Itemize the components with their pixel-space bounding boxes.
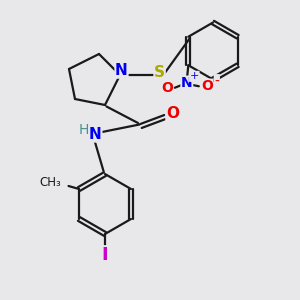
Text: O: O [161, 81, 173, 95]
Text: O: O [201, 79, 213, 93]
Text: H: H [79, 124, 89, 137]
Text: I: I [102, 246, 108, 264]
Text: CH₃: CH₃ [39, 176, 61, 190]
Text: -: - [214, 75, 219, 89]
Text: N: N [181, 76, 193, 90]
Text: S: S [154, 65, 165, 80]
Text: +: + [190, 71, 199, 81]
Text: N: N [89, 127, 102, 142]
Text: N: N [115, 63, 128, 78]
Text: O: O [166, 106, 179, 122]
